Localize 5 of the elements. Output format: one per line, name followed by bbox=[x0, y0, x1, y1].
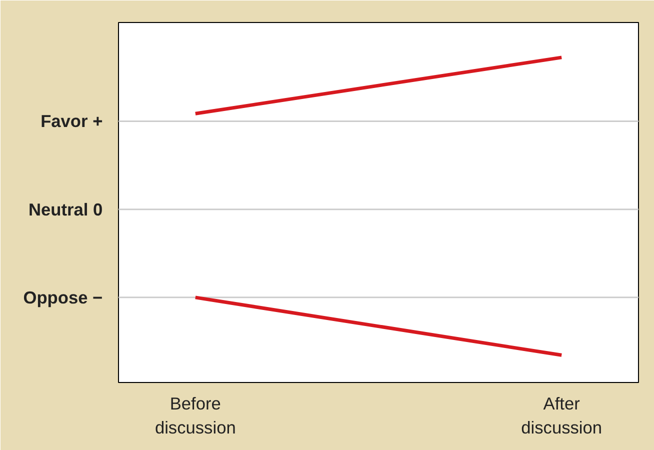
ref-line-label: Oppose − bbox=[23, 287, 103, 308]
ref-line-label: Neutral 0 bbox=[28, 199, 103, 220]
x-tick-label: Before discussion bbox=[154, 394, 236, 438]
ref-line-label: Favor + bbox=[40, 111, 103, 132]
x-tick-label: After discussion bbox=[521, 394, 602, 438]
